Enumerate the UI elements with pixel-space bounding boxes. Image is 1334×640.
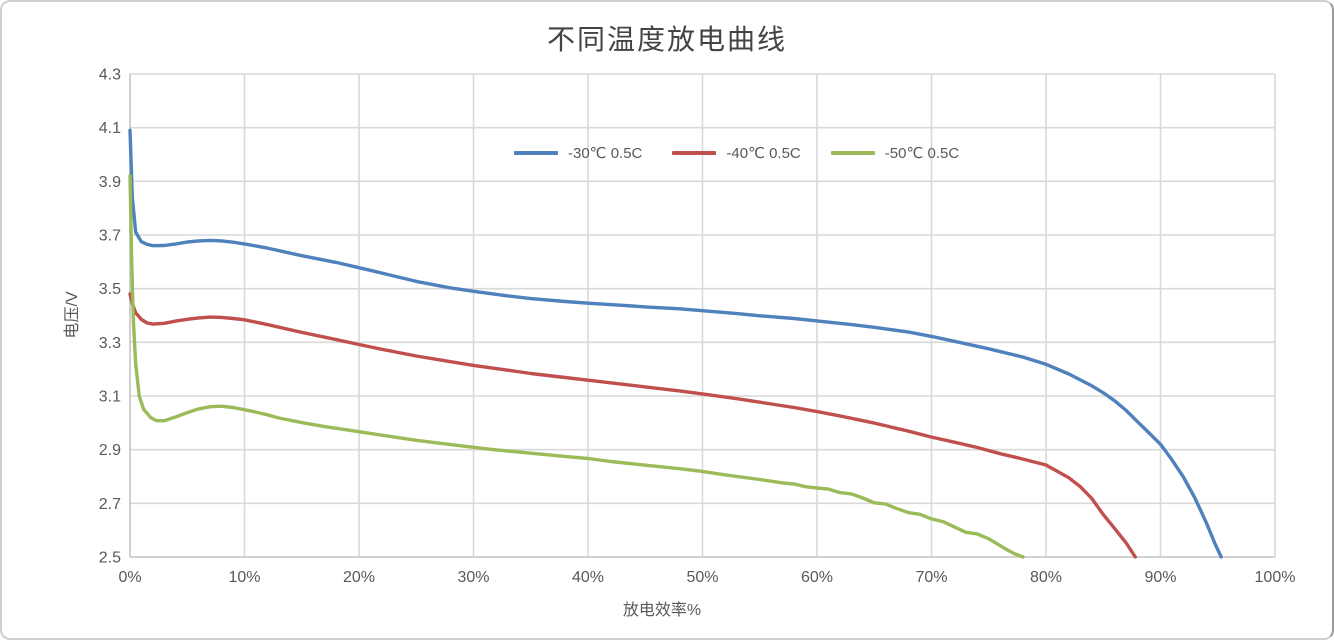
x-tick-label: 100% <box>1255 569 1296 586</box>
y-tick-label: 2.7 <box>99 496 121 513</box>
x-tick-label: 80% <box>1030 569 1062 586</box>
y-axis-title: 电压/V <box>64 291 81 339</box>
y-tick-label: 2.5 <box>99 550 121 567</box>
y-tick-label: 3.5 <box>99 281 121 298</box>
legend-swatch <box>514 151 558 155</box>
legend-item[interactable]: -40℃ 0.5C <box>672 144 801 162</box>
series-line[interactable] <box>128 174 1025 559</box>
y-tick-label: 3.3 <box>99 335 121 352</box>
legend-swatch <box>672 151 717 155</box>
x-tick-label: 60% <box>801 569 833 586</box>
legend-label: -30℃ 0.5C <box>568 145 643 162</box>
x-tick-label: 30% <box>457 569 489 586</box>
y-tick-label: 3.9 <box>99 174 121 191</box>
legend-item[interactable]: -30℃ 0.5C <box>514 144 642 162</box>
x-tick-label: 70% <box>915 569 947 586</box>
x-tick-label: 40% <box>572 569 604 586</box>
chart-title: 不同温度放电曲线 <box>546 23 787 56</box>
y-tick-label: 3.1 <box>99 389 121 406</box>
series-line[interactable] <box>128 128 1223 559</box>
x-tick-label: 50% <box>686 569 718 586</box>
legend-item[interactable]: -50℃ 0.5C <box>830 144 960 162</box>
x-tick-label: 90% <box>1144 569 1176 586</box>
x-tick-label: 0% <box>118 569 141 586</box>
y-tick-label: 4.1 <box>99 120 121 137</box>
legend: -30℃ 0.5C -40℃ 0.5C -50℃ 0.5C <box>514 144 959 162</box>
y-tick-label: 4.3 <box>99 67 121 84</box>
legend-label: -50℃ 0.5C <box>884 145 960 162</box>
series-line[interactable] <box>128 292 1138 559</box>
legend-swatch <box>830 151 875 155</box>
y-tick-label: 3.7 <box>99 228 121 245</box>
x-axis-title: 放电效率% <box>622 602 702 619</box>
y-tick-label: 2.9 <box>99 442 121 459</box>
x-tick-label: 10% <box>228 569 260 586</box>
x-tick-label: 20% <box>343 569 375 586</box>
legend-label: -40℃ 0.5C <box>726 145 801 162</box>
